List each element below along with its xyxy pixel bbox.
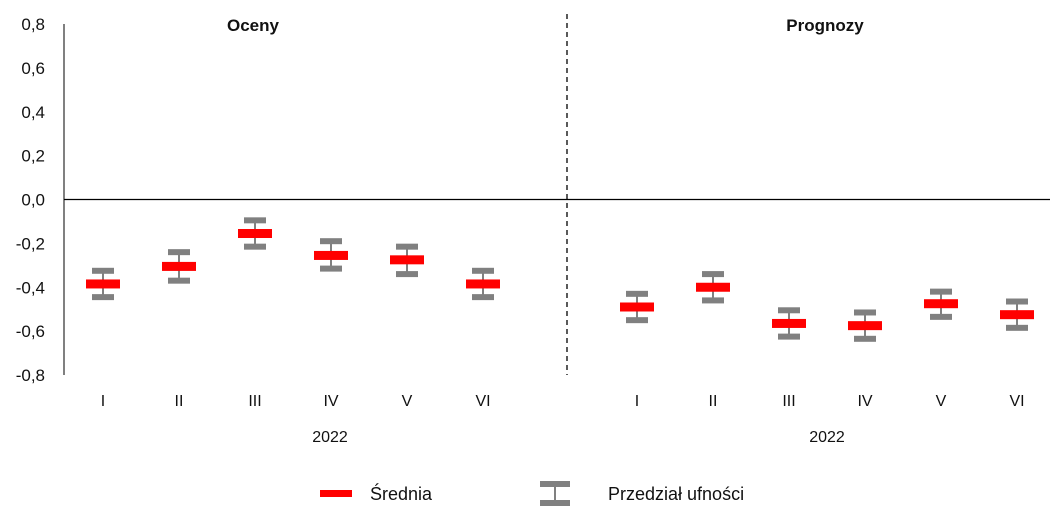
ci-cap-high	[168, 249, 190, 256]
x-category-label: IV	[323, 393, 338, 410]
mean-marker	[1000, 310, 1034, 320]
y-tick-label: 0,4	[21, 103, 45, 122]
ci-cap-high	[702, 271, 724, 278]
ci-cap-low	[626, 317, 648, 324]
ci-cap-low	[320, 265, 342, 272]
legend-mean-label: Średnia	[370, 483, 433, 504]
y-tick-label: -0,4	[16, 278, 45, 297]
y-tick-label: -0,8	[16, 366, 45, 385]
mean-marker	[162, 261, 196, 271]
ci-cap-low	[92, 294, 114, 301]
mean-marker	[238, 229, 272, 239]
ci-cap-low	[1006, 324, 1028, 331]
mean-marker	[772, 318, 806, 328]
errorbar-group	[848, 309, 882, 342]
y-tick-label: 0,2	[21, 147, 45, 166]
ci-cap-high	[472, 267, 494, 274]
ci-cap-high	[92, 267, 114, 274]
errorbar-group	[1000, 298, 1034, 331]
errorbar-group	[238, 217, 272, 250]
year-label-prognozy: 2022	[809, 429, 845, 446]
errorbar-group	[314, 238, 348, 272]
mean-marker	[390, 255, 424, 265]
x-category-label: V	[936, 393, 947, 410]
x-category-label: II	[175, 393, 184, 410]
y-tick-label: -0,6	[16, 322, 45, 341]
ci-cap-high	[854, 309, 876, 316]
mean-marker	[696, 282, 730, 292]
panel-title-prognozy: Prognozy	[786, 16, 864, 35]
legend-ci-swatch	[540, 481, 570, 506]
ci-cap-high	[396, 243, 418, 250]
ci-cap-high	[320, 238, 342, 245]
legend-mean-swatch	[320, 490, 352, 497]
y-tick-label: 0,6	[21, 59, 45, 78]
ci-cap-low	[396, 271, 418, 278]
mean-marker	[466, 279, 500, 289]
errorbar-group	[924, 288, 958, 320]
marks-layer	[86, 217, 1034, 342]
x-category-label: VI	[1009, 393, 1024, 410]
ci-cap-high	[778, 307, 800, 314]
mean-marker	[314, 250, 348, 260]
axes-layer: 0,8 0,6 0,4 0,2 0,0 -0,2 -0,4 -0,6 -0,8	[16, 14, 1050, 385]
mean-marker	[86, 279, 120, 289]
ci-cap-low	[702, 297, 724, 304]
y-tick-label: -0,2	[16, 234, 45, 253]
x-category-label: III	[782, 393, 795, 410]
ci-cap-low	[854, 335, 876, 342]
panel-title-oceny: Oceny	[227, 16, 280, 35]
legend: Średnia Przedział ufności	[320, 481, 744, 506]
errorbar-group	[696, 271, 730, 304]
x-category-label: VI	[475, 393, 490, 410]
y-tick-label: 0,0	[21, 191, 45, 210]
errorbar-group	[620, 290, 654, 324]
x-category-label: II	[709, 393, 718, 410]
x-category-label: III	[248, 393, 261, 410]
errorbar-group	[390, 243, 424, 278]
x-category-label: I	[635, 393, 639, 410]
ci-cap-low	[930, 313, 952, 320]
ci-cap-high	[626, 290, 648, 297]
legend-ci-swatch-bottom	[540, 500, 570, 506]
legend-ci-label: Przedział ufności	[608, 484, 744, 504]
errorbar-group	[466, 267, 500, 301]
labels-layer: Oceny Prognozy 2022 2022 I II III IV V VI I II I…	[101, 16, 1025, 446]
mean-marker	[924, 299, 958, 309]
mean-marker	[848, 321, 882, 331]
y-tick-label: 0,8	[21, 15, 45, 34]
year-label-oceny: 2022	[312, 429, 348, 446]
ci-cap-low	[472, 294, 494, 301]
errorbar-group	[86, 267, 120, 301]
x-category-label: I	[101, 393, 105, 410]
mean-marker	[620, 302, 654, 312]
ci-cap-high	[244, 217, 266, 224]
ci-cap-low	[244, 243, 266, 250]
x-category-label: IV	[857, 393, 872, 410]
ci-cap-high	[1006, 298, 1028, 305]
errorbar-group	[772, 307, 806, 340]
ci-cap-low	[168, 277, 190, 284]
ci-cap-low	[778, 333, 800, 340]
errorbar-group	[162, 249, 196, 284]
ci-cap-high	[930, 288, 952, 295]
x-category-label: V	[402, 393, 413, 410]
